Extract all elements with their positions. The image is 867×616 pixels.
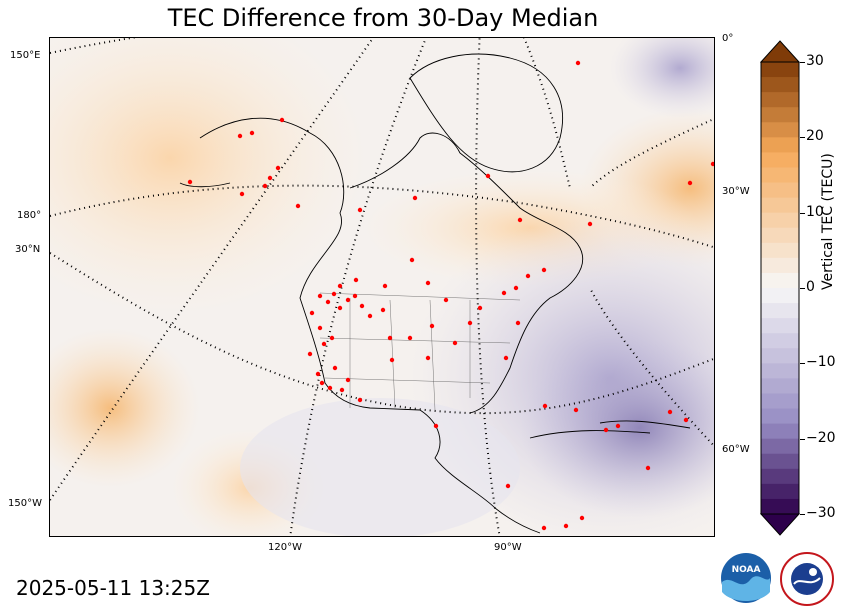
colorbar-tick-label: 0 <box>806 279 815 295</box>
colorbar-band <box>761 363 799 379</box>
lat-label-180: 180° <box>17 210 42 221</box>
lon-label-120w: 120°W <box>268 542 302 553</box>
colorbar-band <box>761 303 799 319</box>
colorbar-tick-mark <box>800 514 805 515</box>
colorbar-tick-label: −20 <box>806 429 836 446</box>
colorbar-tick-label: 20 <box>806 128 824 145</box>
lat-label-150w: 150°W <box>8 498 42 509</box>
colorbar-band <box>761 227 799 244</box>
colorbar-band <box>761 257 799 274</box>
borders <box>319 292 521 411</box>
colorbar <box>759 40 801 536</box>
colorbar-band <box>761 438 799 455</box>
colorbar-band <box>761 167 799 184</box>
station-markers <box>187 60 714 531</box>
lat-label-30n: 30°N <box>15 244 41 255</box>
colorbar-tick-mark <box>800 212 805 214</box>
colorbar-band <box>761 242 799 259</box>
chart-title: TEC Difference from 30-Day Median <box>167 4 599 32</box>
colorbar-band <box>761 483 799 500</box>
timestamp: 2025-05-11 13:25Z <box>16 576 210 600</box>
colorbar-tick-label: 30 <box>806 53 824 69</box>
colorbar-band <box>761 122 799 138</box>
colorbar-tick-label: 10 <box>806 203 824 220</box>
colorbar-tick-label: −10 <box>806 354 836 371</box>
colorbar-band <box>761 453 799 470</box>
colorbar-tick-label: −30 <box>806 505 836 521</box>
nws-logo <box>780 552 834 610</box>
colorbar-band <box>761 378 799 394</box>
colorbar-band <box>761 408 799 425</box>
colorbar-band <box>761 62 799 78</box>
lon-label-90w: 90°W <box>494 542 522 553</box>
colorbar-band <box>761 92 799 108</box>
colorbar-tick-mark <box>800 62 805 63</box>
colorbar-band <box>761 333 799 349</box>
right-label-0: 0° <box>722 33 734 44</box>
colorbar-band <box>761 182 799 199</box>
colorbar-band <box>761 348 799 364</box>
svg-text:NOAA: NOAA <box>732 565 761 575</box>
graticule <box>50 38 714 536</box>
colorbar-band <box>761 107 799 123</box>
colorbar-band <box>761 288 799 304</box>
colorbar-tick-mark <box>800 438 805 440</box>
colorbar-tick-mark <box>800 363 805 365</box>
colorbar-band <box>761 197 799 214</box>
colorbar-tick-mark <box>800 288 805 289</box>
colorbar-band <box>761 423 799 440</box>
colorbar-band <box>761 318 799 334</box>
colorbar-label: Vertical TEC (TECU) <box>820 153 836 290</box>
lat-label-150e: 150°E <box>10 50 41 61</box>
right-label-30w: 30°W <box>722 186 750 197</box>
colorbar-band <box>761 212 799 229</box>
colorbar-band <box>761 77 799 93</box>
colorbar-band <box>761 137 799 153</box>
colorbar-tick-mark <box>800 137 805 139</box>
colorbar-band <box>761 468 799 485</box>
colorbar-band <box>761 152 799 168</box>
noaa-logo: NOAA <box>720 552 772 608</box>
colorbar-band <box>761 393 799 410</box>
tec-map <box>49 37 715 537</box>
colorbar-band <box>761 498 799 515</box>
colorbar-band <box>761 272 799 289</box>
map-canvas <box>50 38 714 536</box>
colorbar-svg <box>759 40 801 536</box>
right-label-60w: 60°W <box>722 444 750 455</box>
coastlines <box>179 53 691 534</box>
